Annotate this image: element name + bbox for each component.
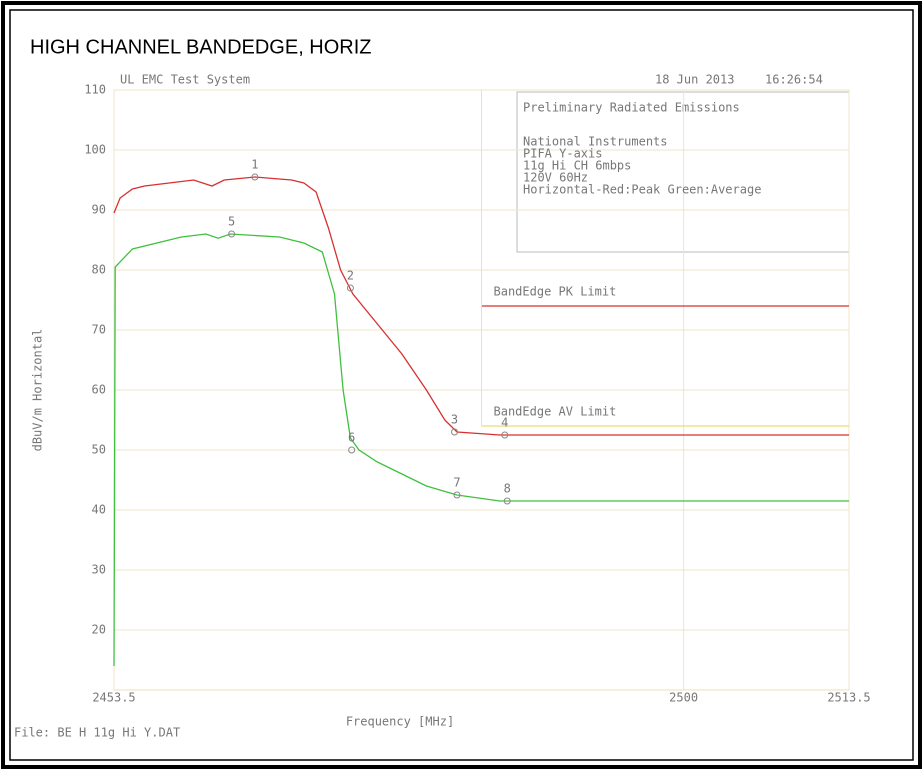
y-tick-label: 80 — [92, 263, 106, 277]
y-tick-label: 100 — [84, 143, 106, 157]
marker-label: 6 — [348, 431, 355, 445]
x-tick-label: 2513.5 — [827, 691, 870, 705]
marker-label: 8 — [504, 482, 511, 496]
marker-label: 4 — [501, 416, 508, 430]
marker-label: 2 — [347, 269, 354, 283]
date: 18 Jun 2013 — [655, 73, 734, 87]
info-line: National Instruments — [523, 135, 668, 149]
marker-label: 1 — [251, 158, 258, 172]
y-axis-label: dBuV/m Horizontal — [31, 329, 45, 452]
y-tick-label: 60 — [92, 383, 106, 397]
limit-label: BandEdge AV Limit — [494, 405, 617, 419]
limit-label: BandEdge PK Limit — [494, 285, 617, 299]
inner-frame — [9, 9, 914, 761]
y-tick-label: 50 — [92, 443, 106, 457]
marker — [501, 431, 509, 439]
marker-label: 3 — [451, 413, 458, 427]
info-line: PIFA Y-axis — [523, 147, 602, 161]
info-box — [516, 91, 850, 253]
file-name: File: BE H 11g Hi Y.DAT — [14, 726, 180, 740]
y-tick-label: 90 — [92, 203, 106, 217]
marker — [251, 173, 259, 181]
x-tick-label: 2500 — [669, 691, 698, 705]
info-line: Horizontal-Red:Peak Green:Average — [523, 183, 761, 197]
system-name: UL EMC Test System — [120, 73, 250, 87]
chart-title: HIGH CHANNEL BANDEDGE, HORIZ — [30, 36, 372, 58]
y-tick-label: 30 — [92, 563, 106, 577]
marker — [346, 284, 354, 292]
marker — [451, 428, 459, 436]
marker-label: 7 — [453, 476, 460, 490]
marker — [503, 497, 511, 505]
marker — [348, 446, 356, 454]
marker-label: 5 — [228, 215, 235, 229]
series-line — [113, 233, 849, 667]
time: 16:26:54 — [765, 73, 823, 87]
series-line — [113, 176, 849, 436]
info-line: 11g Hi CH 6mbps — [523, 159, 631, 173]
marker — [453, 491, 461, 499]
y-tick-label: 110 — [84, 83, 106, 97]
y-tick-label: 40 — [92, 503, 106, 517]
x-tick-label: 2453.5 — [92, 691, 135, 705]
y-tick-label: 20 — [92, 623, 106, 637]
marker — [228, 230, 236, 238]
info-title: Preliminary Radiated Emissions — [523, 101, 740, 115]
y-tick-label: 70 — [92, 323, 106, 337]
info-line: 120V 60Hz — [523, 171, 588, 185]
x-axis-label: Frequency [MHz] — [346, 715, 454, 729]
